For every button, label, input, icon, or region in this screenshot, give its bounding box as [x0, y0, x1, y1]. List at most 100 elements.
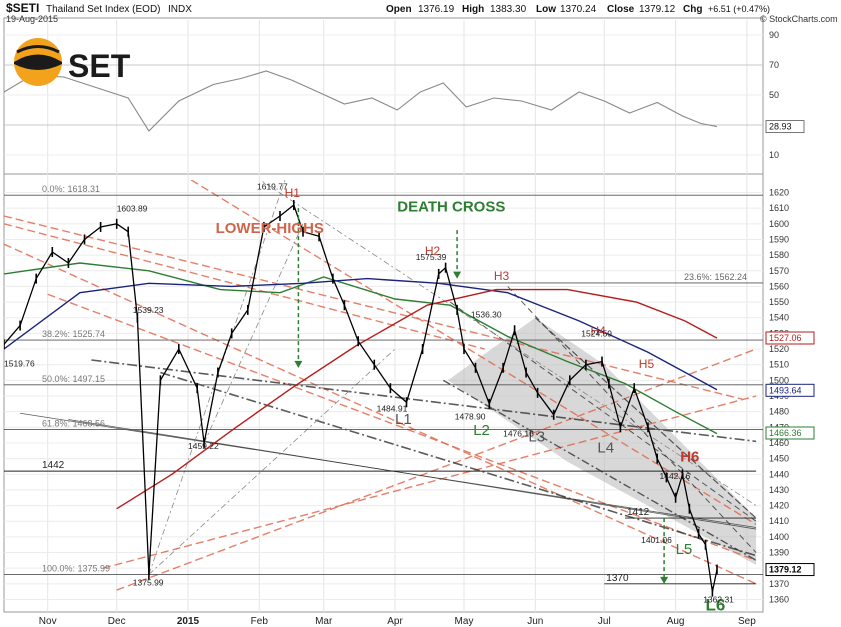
- trendline-red: [4, 223, 485, 350]
- price-value-label: 1619.77: [257, 181, 288, 191]
- moving-average-line-ma_mid: [4, 277, 718, 391]
- y-tick-label: 1400: [769, 532, 789, 542]
- y-tick-label: 1600: [769, 219, 789, 229]
- trendline-red: [102, 395, 757, 569]
- price-value-label: 1536.30: [471, 310, 502, 320]
- price-value-label: 1476.16: [503, 429, 534, 439]
- last-value-label: 1466.36: [769, 428, 802, 438]
- annotation-l6: L6: [706, 595, 726, 614]
- y-tick-label: 1390: [769, 548, 789, 558]
- annotation-l5: L5: [676, 541, 693, 558]
- y-tick-label: 1410: [769, 516, 789, 526]
- last-value-label: 1527.06: [769, 333, 802, 343]
- price-value-label: 1524.59: [581, 329, 612, 339]
- x-tick-label: Jun: [527, 616, 543, 627]
- x-tick-label: Sep: [738, 616, 756, 627]
- fan-line: [148, 180, 286, 575]
- logo-text: SET: [68, 48, 131, 84]
- price-value-label: 1478.90: [455, 411, 486, 421]
- last-value-box: [765, 331, 815, 345]
- y-tick-label: 1570: [769, 266, 789, 276]
- death-cross-arrow-head: [453, 271, 462, 279]
- y-tick-label: 1430: [769, 485, 789, 495]
- trendline-black: [91, 359, 757, 443]
- trendline-red: [116, 348, 757, 591]
- price-value-label: 1375.99: [133, 577, 164, 587]
- logo-wave-icon: [14, 54, 62, 70]
- support-level-label: 1370: [606, 573, 629, 584]
- high-value: 1383.30: [490, 4, 527, 15]
- annotation-death-cross: DEATH CROSS: [397, 198, 505, 215]
- open-value: 1376.19: [418, 4, 455, 15]
- trendline-black: [507, 286, 757, 553]
- last-value-box: [765, 563, 815, 577]
- x-tick-label: Jul: [598, 616, 611, 627]
- annotation-l1: L1: [395, 411, 412, 428]
- price-value-label: 1401.06: [641, 535, 672, 545]
- close-value: 1379.12: [639, 4, 676, 15]
- annotation-h2: H2: [425, 244, 441, 258]
- x-tick-label: Aug: [667, 616, 685, 627]
- x-tick-label: Dec: [108, 616, 126, 627]
- low-value: 1370.24: [560, 4, 597, 15]
- trendline-red: [4, 243, 757, 585]
- y-tick-label: 1370: [769, 579, 789, 589]
- fan-line: [203, 223, 304, 444]
- channel-shade: [447, 317, 757, 565]
- close-label: Close: [607, 4, 635, 15]
- moving-average-line-ma_long: [116, 288, 718, 510]
- trendline-red: [4, 215, 743, 400]
- x-tick-label: Nov: [39, 616, 57, 627]
- fan-line: [259, 180, 757, 506]
- rsi-tick-label: 90: [769, 30, 779, 40]
- y-tick-label: 1440: [769, 469, 789, 479]
- y-tick-label: 1590: [769, 234, 789, 244]
- fib-level-label: 50.0%: 1497.15: [42, 374, 105, 384]
- fib-level-label: 61.8%: 1468.56: [42, 419, 105, 429]
- annotation-h6: H6: [680, 449, 699, 466]
- price-value-label: 1442.16: [660, 471, 691, 481]
- y-tick-label: 1460: [769, 438, 789, 448]
- y-tick-label: 1540: [769, 313, 789, 323]
- y-tick-label: 1550: [769, 297, 789, 307]
- fib-level-label: 0.0%: 1618.31: [42, 184, 100, 194]
- last-value-box: [765, 383, 815, 397]
- support-level-label: 1442: [42, 460, 65, 471]
- price-value-label: 1519.76: [4, 358, 35, 368]
- symbol: $SETI: [6, 1, 39, 15]
- y-tick-label: 1520: [769, 344, 789, 354]
- y-tick-label: 1620: [769, 188, 789, 198]
- price-value-label: 1603.89: [117, 203, 148, 213]
- annotation-h3: H3: [494, 269, 510, 283]
- trendline-red: [47, 293, 757, 562]
- price-value-label: 1459.22: [188, 441, 219, 451]
- annotation-l4: L4: [597, 439, 614, 456]
- y-tick-label: 1480: [769, 407, 789, 417]
- fib-level-label: 23.6%: 1562.24: [684, 272, 747, 282]
- l5-arrow-head: [660, 576, 669, 584]
- fib-level-label: 38.2%: 1525.74: [42, 329, 105, 339]
- copyright: © StockCharts.com: [760, 14, 838, 24]
- x-tick-label: May: [455, 616, 474, 627]
- high-label: High: [462, 4, 484, 15]
- last-value-box: [765, 426, 815, 440]
- y-tick-label: 1610: [769, 203, 789, 213]
- annotation-l3: L3: [528, 428, 545, 445]
- exchange-label: INDX: [168, 4, 192, 15]
- support-level-label: 1412: [627, 507, 650, 518]
- price-value-label: 1575.39: [416, 252, 447, 262]
- annotation-h1: H1: [285, 186, 301, 200]
- chart-date: 19-Aug-2015: [6, 14, 58, 24]
- price-value-label: 1362.31: [703, 595, 734, 605]
- rsi-line: [4, 70, 718, 132]
- set-logo: SET: [14, 38, 131, 86]
- change-value: +6.51 (+0.47%): [708, 4, 770, 14]
- y-tick-label: 1420: [769, 501, 789, 511]
- y-tick-label: 1360: [769, 594, 789, 604]
- index-name: Thailand Set Index (EOD): [46, 4, 161, 15]
- moving-average-line-ma_short: [4, 262, 718, 435]
- y-tick-label: 1450: [769, 454, 789, 464]
- last-value-label: 1493.64: [769, 385, 802, 395]
- trendline-black: [68, 419, 757, 530]
